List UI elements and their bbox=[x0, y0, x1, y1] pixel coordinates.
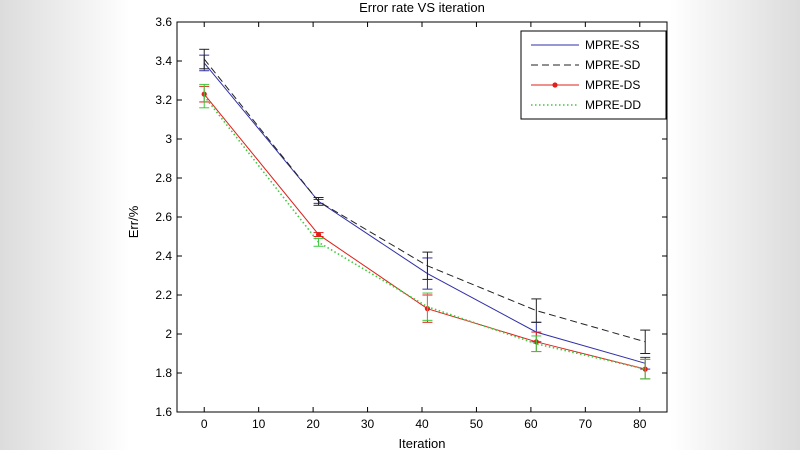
legend-label: MPRE-SS bbox=[585, 38, 640, 52]
y-tick-label: 1.6 bbox=[155, 405, 172, 419]
y-tick-label: 3 bbox=[165, 132, 172, 146]
legend-box bbox=[520, 30, 667, 120]
y-tick-label: 3.6 bbox=[155, 15, 172, 29]
x-axis-label: Iteration bbox=[399, 436, 446, 450]
x-tick-label: 80 bbox=[633, 417, 647, 431]
series-mpre-dd bbox=[199, 83, 651, 380]
y-tick-label: 2.2 bbox=[155, 288, 172, 302]
chart-title: Error rate VS iteration bbox=[359, 0, 485, 15]
x-tick-label: 40 bbox=[415, 417, 429, 431]
x-tick-label: 70 bbox=[579, 417, 593, 431]
legend-label: MPRE-SD bbox=[585, 58, 641, 72]
x-tick-label: 30 bbox=[361, 417, 375, 431]
legend-label: MPRE-DS bbox=[585, 78, 640, 92]
y-tick-label: 2.8 bbox=[155, 171, 172, 185]
legend-marker bbox=[552, 82, 558, 88]
data-point bbox=[315, 231, 322, 238]
y-axis-label: Err/% bbox=[126, 205, 141, 238]
legend: MPRE-SS MPRE-SD MPRE-DS MPRE-DD bbox=[520, 30, 667, 120]
y-tick-label: 2 bbox=[165, 327, 172, 341]
x-tick-label: 60 bbox=[524, 417, 538, 431]
y-tick-label: 2.6 bbox=[155, 210, 172, 224]
y-tick-label: 3.4 bbox=[155, 54, 172, 68]
x-tick-label: 20 bbox=[306, 417, 320, 431]
x-tick-label: 10 bbox=[252, 417, 266, 431]
x-tick-label: 50 bbox=[470, 417, 484, 431]
legend-label: MPRE-DD bbox=[585, 98, 641, 112]
y-tick-label: 1.8 bbox=[155, 366, 172, 380]
y-tick-label: 3.2 bbox=[155, 93, 172, 107]
series-mpre-sd bbox=[199, 48, 651, 354]
x-tick-label: 0 bbox=[201, 417, 208, 431]
y-tick-label: 2.4 bbox=[155, 249, 172, 263]
